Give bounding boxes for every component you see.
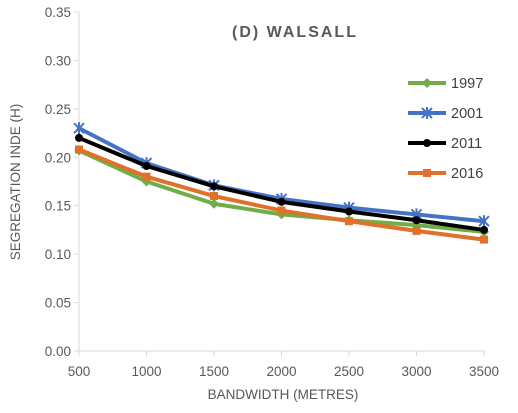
legend-marker-2016: [423, 169, 431, 177]
legend-label-2016: 2016: [451, 166, 483, 182]
legend-label-2001: 2001: [451, 106, 483, 122]
data-point-2016: [345, 217, 353, 226]
data-point-2011: [210, 182, 218, 191]
y-tick-label: 0.30: [45, 53, 71, 68]
legend-label-1997: 1997: [451, 76, 483, 92]
y-axis-title: SEGREGATION INDE (H): [8, 104, 23, 261]
chart-title: (D) WALSALL: [232, 24, 358, 41]
data-point-2016: [75, 145, 83, 154]
plot-area: 0.00 0.05 0.10 0.15 0.20 0.25 0.30 0.35 500 1000 1…: [45, 5, 499, 379]
data-point-2011: [412, 216, 421, 225]
data-point-2011: [142, 162, 151, 171]
data-point-2001: [73, 122, 85, 135]
data-point-2011: [345, 207, 353, 216]
y-tick-label: 0.10: [45, 247, 71, 262]
y-tick-label: 0.00: [45, 344, 71, 359]
legend-marker-2001: [421, 107, 433, 119]
legend: 1997 2001 2011 2016: [408, 76, 483, 182]
data-point-2011: [480, 225, 488, 234]
x-axis-title: BANDWIDTH (METRES): [208, 387, 359, 402]
y-tick-label: 0.05: [45, 296, 71, 311]
data-point-2016: [412, 226, 421, 235]
y-tick-label: 0.15: [45, 199, 71, 214]
data-point-2011: [277, 197, 286, 206]
data-point-2011: [75, 133, 83, 142]
y-tick-label: 0.20: [45, 150, 71, 165]
data-point-1997: [209, 198, 219, 209]
y-tick-label: 0.25: [45, 102, 71, 117]
data-point-2016: [277, 206, 286, 215]
x-tick-label: 1000: [131, 364, 161, 379]
legend-label-2011: 2011: [451, 136, 482, 152]
data-point-2016: [210, 192, 218, 201]
legend-marker-2011: [423, 139, 431, 147]
x-tick-label: 1500: [199, 364, 229, 379]
x-tick-label: 2000: [266, 364, 296, 379]
y-tick-label: 0.35: [45, 5, 71, 20]
data-point-2016: [480, 235, 488, 244]
data-point-2001: [478, 215, 490, 228]
data-point-2016: [142, 172, 151, 181]
x-tick-label: 3500: [469, 364, 499, 379]
x-tick-label: 3000: [401, 364, 431, 379]
x-tick-label: 500: [68, 364, 91, 379]
legend-marker-1997: [422, 78, 432, 88]
x-tick-label: 2500: [334, 364, 364, 379]
